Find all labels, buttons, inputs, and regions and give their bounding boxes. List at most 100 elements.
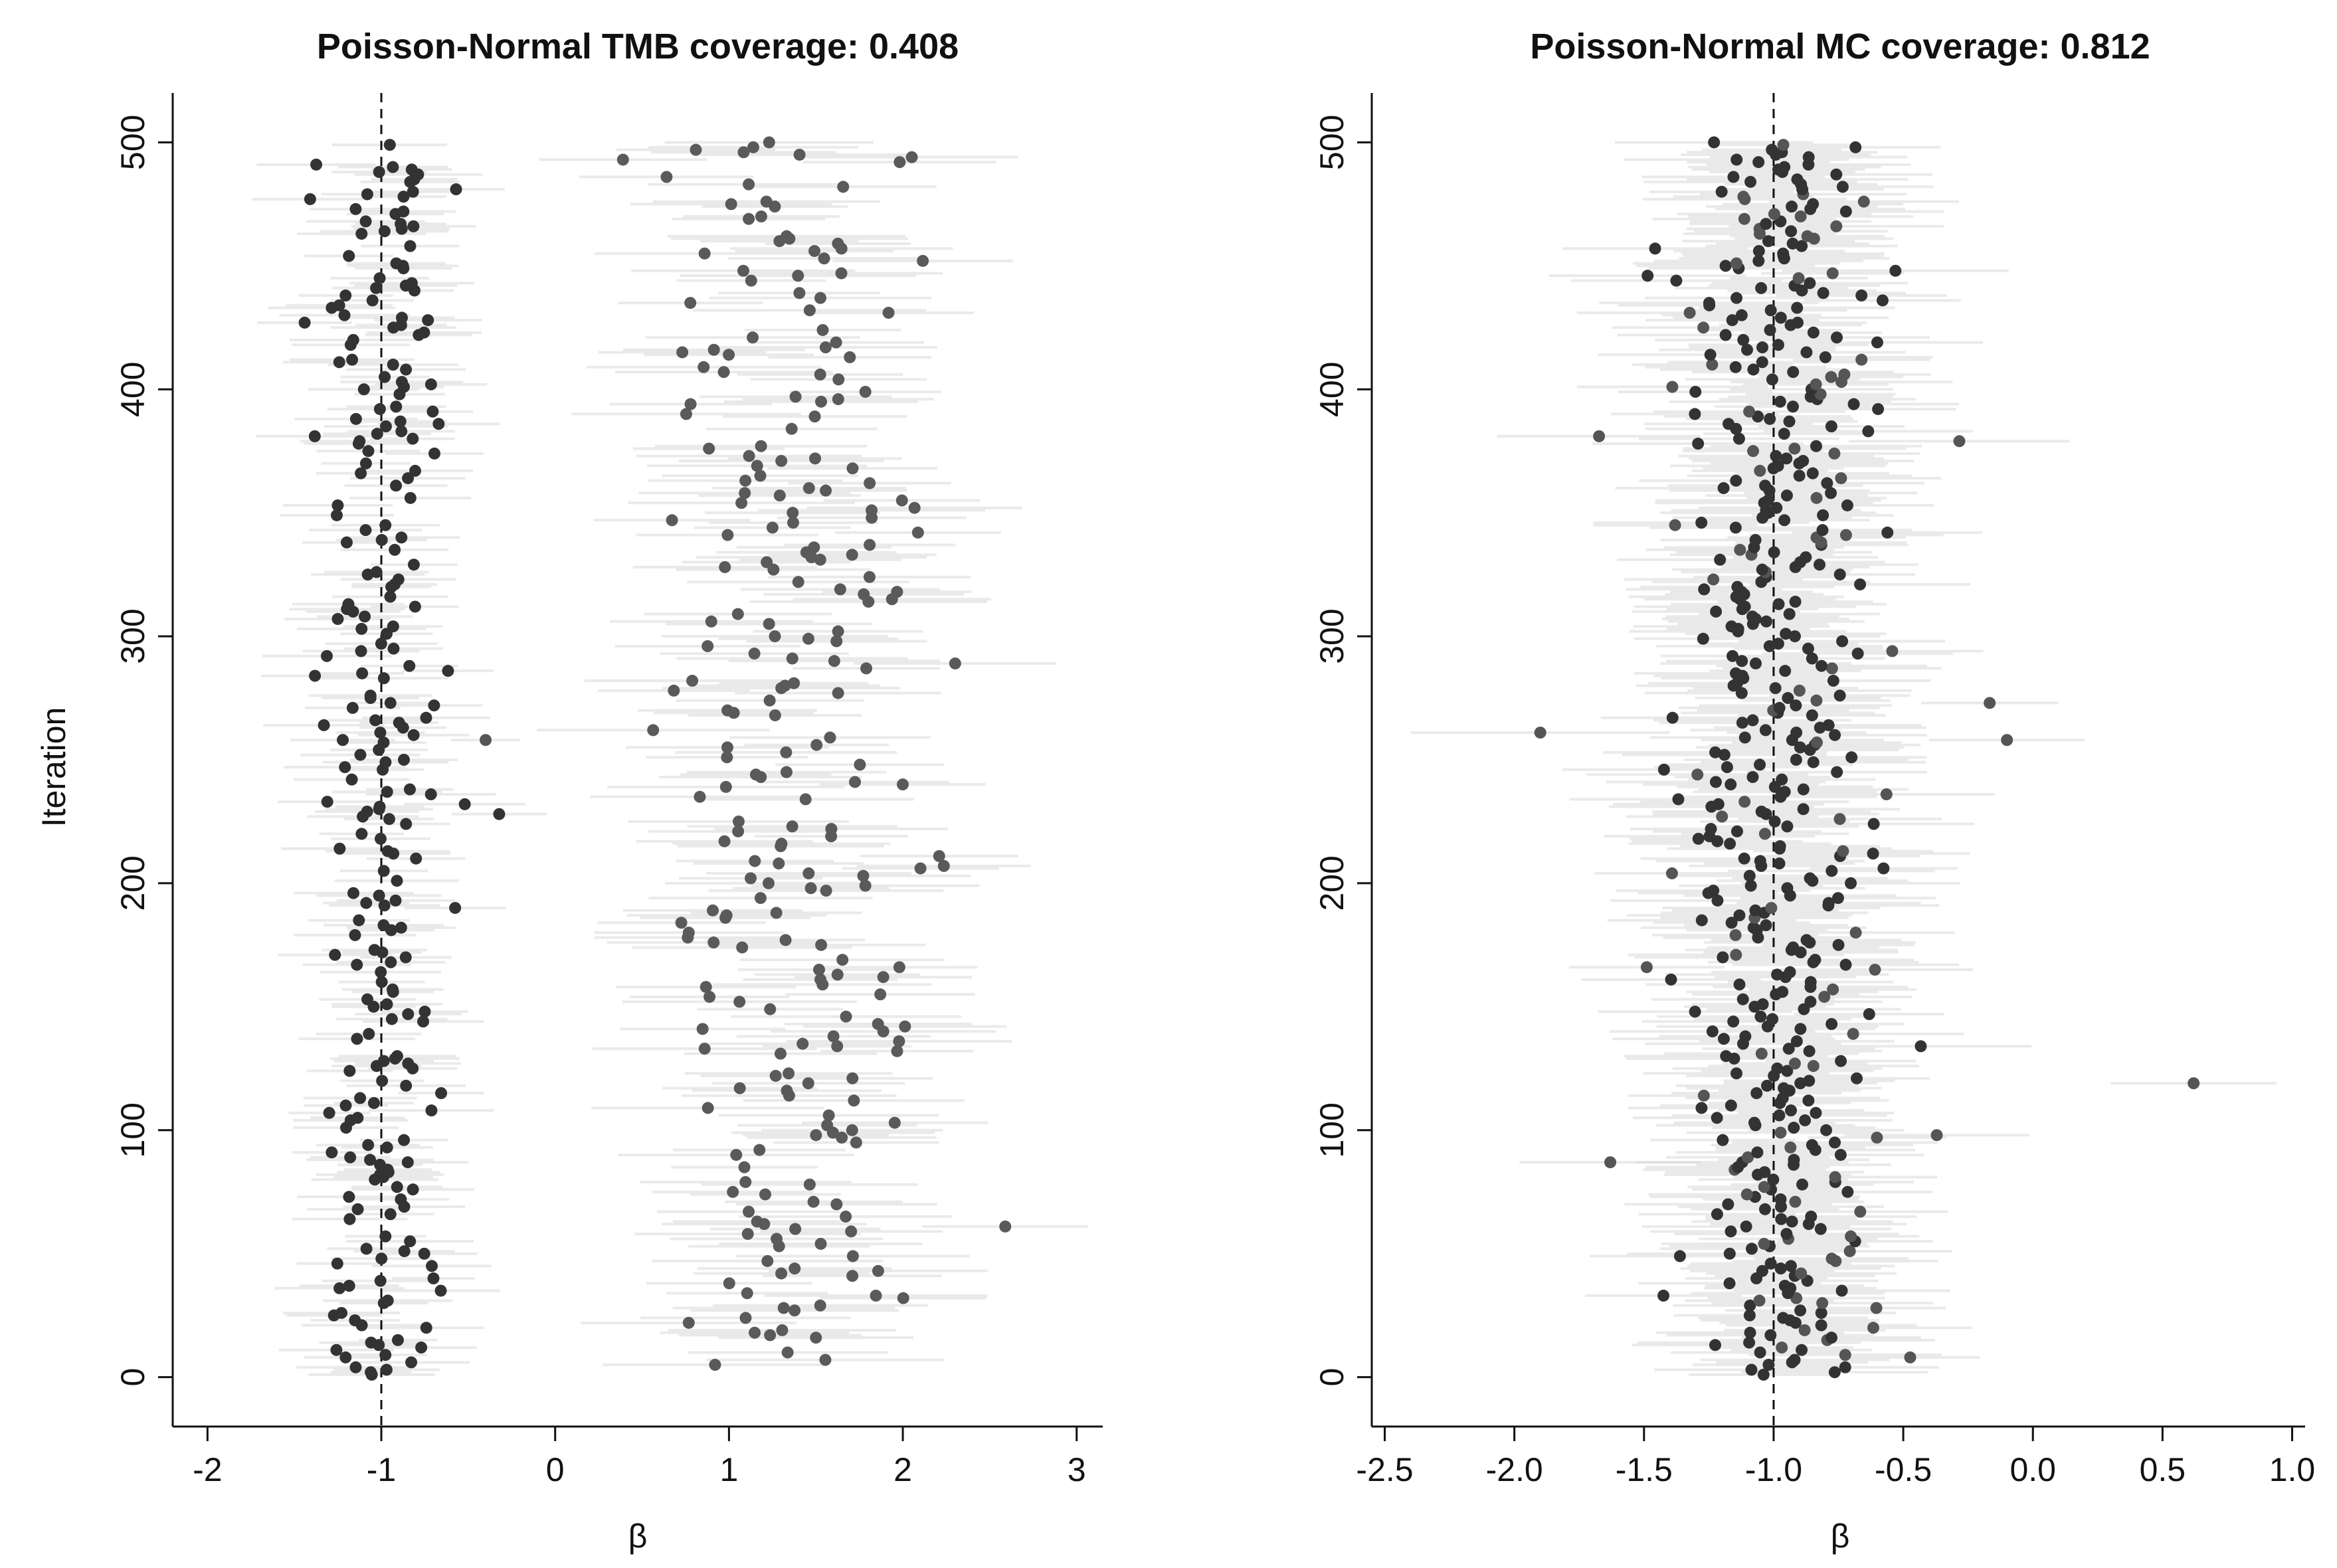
data-point <box>1786 1215 1798 1228</box>
data-point <box>355 645 367 657</box>
data-point <box>911 526 924 539</box>
data-point <box>1747 363 1760 376</box>
data-point <box>732 815 745 828</box>
data-point <box>675 916 688 929</box>
data-point <box>391 1334 404 1346</box>
panel-tmb: Poisson-Normal TMB coverage: 0.408 -2 -1 0… <box>35 27 1103 1555</box>
data-point <box>1772 638 1784 650</box>
y-tick-label: 0 <box>1313 1368 1351 1387</box>
data-point <box>359 610 371 623</box>
data-point <box>1740 1220 1752 1233</box>
data-point <box>376 1075 389 1087</box>
data-point <box>1657 763 1670 776</box>
data-point <box>1872 402 1885 415</box>
data-point <box>764 1329 777 1342</box>
data-point <box>1723 418 1735 430</box>
data-point <box>832 393 844 406</box>
data-point <box>1841 499 1853 511</box>
data-point <box>395 921 407 934</box>
data-point <box>818 252 830 265</box>
data-point <box>776 1324 789 1336</box>
data-point <box>1697 321 1710 334</box>
data-point <box>816 323 829 336</box>
data-point <box>1778 514 1791 527</box>
data-point <box>426 1260 438 1272</box>
data-point <box>351 1112 364 1124</box>
data-point <box>1747 445 1760 458</box>
data-point <box>720 909 733 922</box>
data-point <box>389 894 402 907</box>
data-point <box>390 479 403 492</box>
data-point <box>870 1289 882 1302</box>
data-point <box>761 556 773 568</box>
data-point <box>815 395 828 408</box>
data-point <box>387 620 399 633</box>
data-point <box>394 415 407 428</box>
data-point <box>1831 331 1843 344</box>
data-point <box>1831 766 1843 778</box>
data-point <box>1904 1351 1916 1363</box>
x-ticks-tmb: -2 -1 0 1 2 3 <box>193 1427 1086 1488</box>
data-point <box>1984 697 1996 709</box>
data-point <box>700 981 712 994</box>
data-point <box>1805 1210 1818 1223</box>
data-point <box>1838 368 1851 381</box>
data-point <box>769 1069 782 1082</box>
data-point <box>1810 491 1823 504</box>
data-point <box>761 1255 774 1267</box>
data-point <box>343 1191 355 1203</box>
data-point <box>1764 323 1776 336</box>
data-point <box>1742 1151 1754 1164</box>
data-point <box>771 1233 783 1245</box>
data-point <box>874 988 887 1001</box>
x-tick-label: 0.0 <box>2010 1451 2056 1488</box>
data-point <box>407 432 419 445</box>
data-point <box>338 309 351 321</box>
data-point <box>1780 1227 1793 1240</box>
data-point <box>1673 1250 1686 1263</box>
data-point <box>733 996 746 1008</box>
data-point <box>821 1119 834 1132</box>
data-point <box>347 333 359 346</box>
data-point <box>840 1210 852 1223</box>
data-point <box>384 590 397 603</box>
data-point <box>1775 1213 1788 1225</box>
data-point <box>743 450 755 462</box>
data-point <box>1640 961 1653 974</box>
data-point <box>1825 1017 1838 1030</box>
data-point <box>763 618 775 630</box>
ci-layer-tmb <box>252 141 1089 1376</box>
data-point <box>1787 366 1800 379</box>
data-point <box>1721 761 1733 774</box>
data-point <box>1730 948 1742 961</box>
data-point <box>1784 1260 1797 1272</box>
data-point <box>1716 810 1729 823</box>
data-point <box>1825 1332 1837 1344</box>
data-point <box>1752 244 1765 257</box>
x-tick-label: 3 <box>1068 1451 1086 1488</box>
data-point <box>309 669 322 682</box>
data-point <box>999 1220 1012 1233</box>
data-point <box>781 1085 793 1097</box>
data-point <box>1828 1366 1841 1379</box>
data-point <box>1749 904 1762 916</box>
data-point <box>770 907 783 919</box>
data-point <box>1749 657 1762 669</box>
data-point <box>1815 1306 1827 1319</box>
data-point <box>1821 477 1833 489</box>
data-point <box>1845 1230 1857 1243</box>
data-point <box>730 1148 743 1161</box>
data-point <box>333 842 346 855</box>
data-point <box>1604 1156 1617 1169</box>
data-point <box>1819 351 1831 363</box>
data-point <box>1797 783 1810 796</box>
data-point <box>422 314 434 327</box>
data-point <box>1733 978 1746 991</box>
data-point <box>828 655 840 667</box>
data-point <box>400 363 413 376</box>
data-point <box>745 274 757 287</box>
data-point <box>1711 1112 1723 1124</box>
data-point <box>1814 388 1827 400</box>
data-point <box>813 964 826 976</box>
data-point <box>1867 1322 1879 1334</box>
